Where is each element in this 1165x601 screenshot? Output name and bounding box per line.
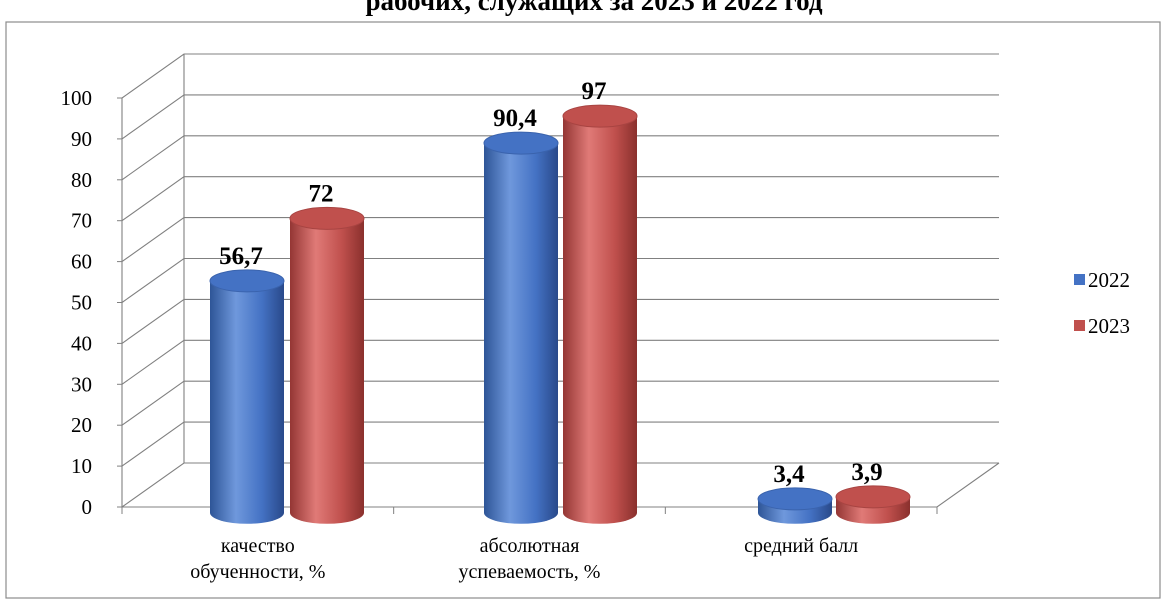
bar-top [835, 485, 911, 509]
legend-swatch [1074, 274, 1085, 285]
bar-top [757, 487, 833, 511]
y-tick-label: 90 [71, 127, 92, 151]
data-label-2022-1: 90,4 [493, 105, 537, 132]
data-label-2023-1: 97 [582, 78, 607, 105]
legend-label: 2022 [1088, 268, 1130, 292]
legend-item-2023: 2023 [1074, 314, 1130, 338]
legend: 2022 2023 [1074, 268, 1130, 338]
x-tick-label: средний балл [744, 535, 858, 557]
y-tick-label: 40 [71, 331, 92, 355]
x-tick-label: абсолютная успеваемость, % [459, 535, 601, 583]
bar-2022-1 [483, 131, 559, 524]
bar-top [562, 104, 638, 128]
bar-top [289, 206, 365, 230]
bar-body [210, 280, 284, 524]
x-axis: качество обученности, % абсолютная успеваем… [121, 507, 938, 583]
legend-label: 2023 [1088, 314, 1130, 338]
data-label-2022-0: 56,7 [219, 243, 263, 270]
bar-body [484, 143, 558, 524]
gridline [121, 176, 999, 222]
bar-body [290, 218, 364, 524]
bar-2022-2 [757, 487, 833, 524]
y-tick-label: 20 [71, 413, 92, 437]
legend-swatch [1074, 320, 1085, 331]
y-axis: 0 10 20 30 40 50 60 70 80 90 100 [61, 86, 122, 519]
bars [209, 104, 911, 524]
data-label-2023-0: 72 [309, 180, 334, 207]
data-label-2022-2: 3,4 [773, 461, 805, 488]
y-tick-label: 30 [71, 372, 92, 396]
y-tick-label: 60 [71, 250, 92, 274]
bar-2023-2 [835, 485, 911, 524]
x-tick-label: качество обученности, % [190, 535, 325, 583]
y-tick-label: 70 [71, 209, 92, 233]
y-tick-label: 50 [71, 291, 92, 315]
bar-top [483, 131, 559, 155]
bar-body [563, 116, 637, 524]
bar-2022-0 [209, 269, 285, 524]
bar-2023-1 [562, 104, 638, 524]
y-tick-label: 100 [61, 86, 93, 110]
chart-border [5, 21, 1161, 599]
bar-2023-0 [289, 206, 365, 524]
legend-item-2022: 2022 [1074, 268, 1130, 292]
gridline [121, 94, 999, 140]
y-tick-label: 80 [71, 168, 92, 192]
gridline [121, 53, 999, 99]
data-labels: 56,7 90,4 3,4 72 97 3,9 [219, 78, 883, 488]
bar-top [209, 269, 285, 293]
y-tick-label: 10 [71, 454, 92, 478]
gridline [121, 135, 999, 181]
y-tick-label: 0 [82, 495, 93, 519]
data-label-2023-2: 3,9 [851, 459, 882, 486]
chart-title: рабочих, служащих за 2023 и 2022 год [365, 0, 822, 16]
